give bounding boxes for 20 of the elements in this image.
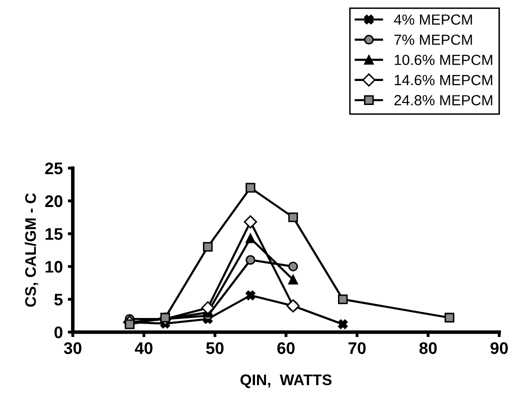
legend-label: 7% MEPCM [394, 34, 472, 45]
y-tick-label: 20 [45, 195, 62, 208]
x-tick-label: 40 [134, 342, 152, 354]
legend-label: 4% MEPCM [394, 14, 472, 25]
y-tick-label: 0 [54, 326, 62, 338]
x-tick-label: 60 [277, 342, 295, 354]
y-axis-title: CS, CAL/GM - C [24, 193, 38, 307]
y-tick-label: 25 [45, 162, 63, 174]
x-axis-title: QIN, WATTS [240, 374, 332, 388]
x-tick-label: 30 [64, 342, 82, 354]
y-tick-label: 10 [46, 260, 62, 273]
x-tick-label: 50 [206, 342, 224, 354]
legend-label: 24.8% MEPCM [394, 95, 492, 106]
legend-label: 14.6% MEPCM [394, 74, 492, 86]
legend-label: 10.6% MEPCM [394, 54, 492, 66]
x-tick-label: 80 [419, 342, 437, 354]
y-tick-label: 15 [46, 228, 63, 240]
y-tick-label: 5 [54, 294, 63, 306]
x-tick-label: 70 [348, 342, 366, 354]
x-tick-label: 90 [490, 342, 508, 354]
